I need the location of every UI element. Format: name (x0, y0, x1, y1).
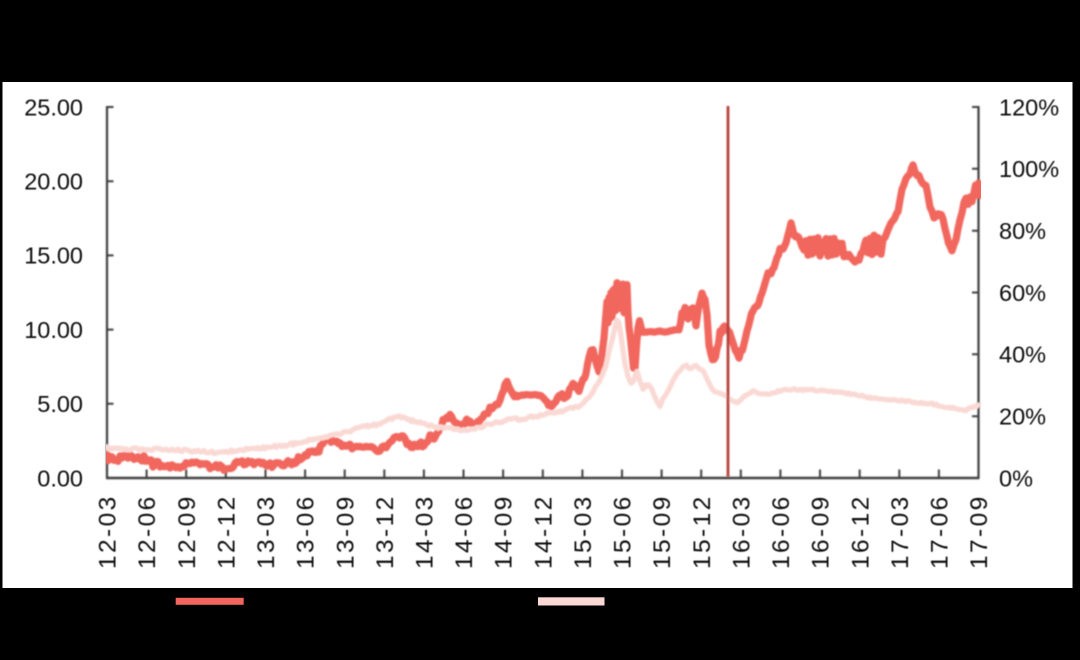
svg-text:16-06: 16-06 (768, 494, 795, 569)
svg-text:20.00: 20.00 (24, 169, 83, 195)
svg-text:15-12: 15-12 (689, 494, 716, 569)
svg-text:14-09: 14-09 (491, 494, 518, 569)
svg-text:12-12: 12-12 (213, 494, 240, 569)
svg-text:16-03: 16-03 (728, 494, 755, 569)
svg-text:15.00: 15.00 (24, 243, 83, 269)
svg-text:100%: 100% (999, 156, 1059, 182)
svg-text:13-09: 13-09 (332, 494, 359, 569)
svg-text:60%: 60% (999, 280, 1046, 306)
svg-text:16-09: 16-09 (808, 494, 835, 569)
svg-text:17-09: 17-09 (966, 494, 993, 569)
svg-text:12-03: 12-03 (95, 494, 122, 569)
svg-text:40%: 40% (999, 342, 1046, 368)
svg-text:12-06: 12-06 (134, 494, 161, 569)
svg-text:17-03: 17-03 (887, 494, 914, 569)
svg-text:80%: 80% (999, 218, 1046, 244)
svg-text:0.00: 0.00 (37, 465, 83, 491)
svg-text:16-12: 16-12 (847, 494, 874, 569)
svg-text:13-06: 13-06 (293, 494, 320, 569)
svg-text:13-03: 13-03 (253, 494, 280, 569)
svg-text:17-06: 17-06 (927, 494, 954, 569)
svg-text:20%: 20% (999, 404, 1046, 430)
svg-text:25.00: 25.00 (24, 94, 83, 120)
svg-text:10.00: 10.00 (24, 317, 83, 343)
svg-text:14-03: 14-03 (412, 494, 439, 569)
svg-text:14-06: 14-06 (451, 494, 478, 569)
svg-text:13-12: 13-12 (372, 494, 399, 569)
svg-text:120%: 120% (999, 94, 1059, 120)
svg-text:5.00: 5.00 (37, 391, 83, 417)
svg-text:15-09: 15-09 (649, 494, 676, 569)
svg-text:0%: 0% (999, 465, 1033, 491)
svg-text:14-12: 14-12 (530, 494, 557, 569)
svg-text:15-03: 15-03 (570, 494, 597, 569)
svg-text:15-06: 15-06 (610, 494, 637, 569)
svg-text:12-09: 12-09 (174, 494, 201, 569)
